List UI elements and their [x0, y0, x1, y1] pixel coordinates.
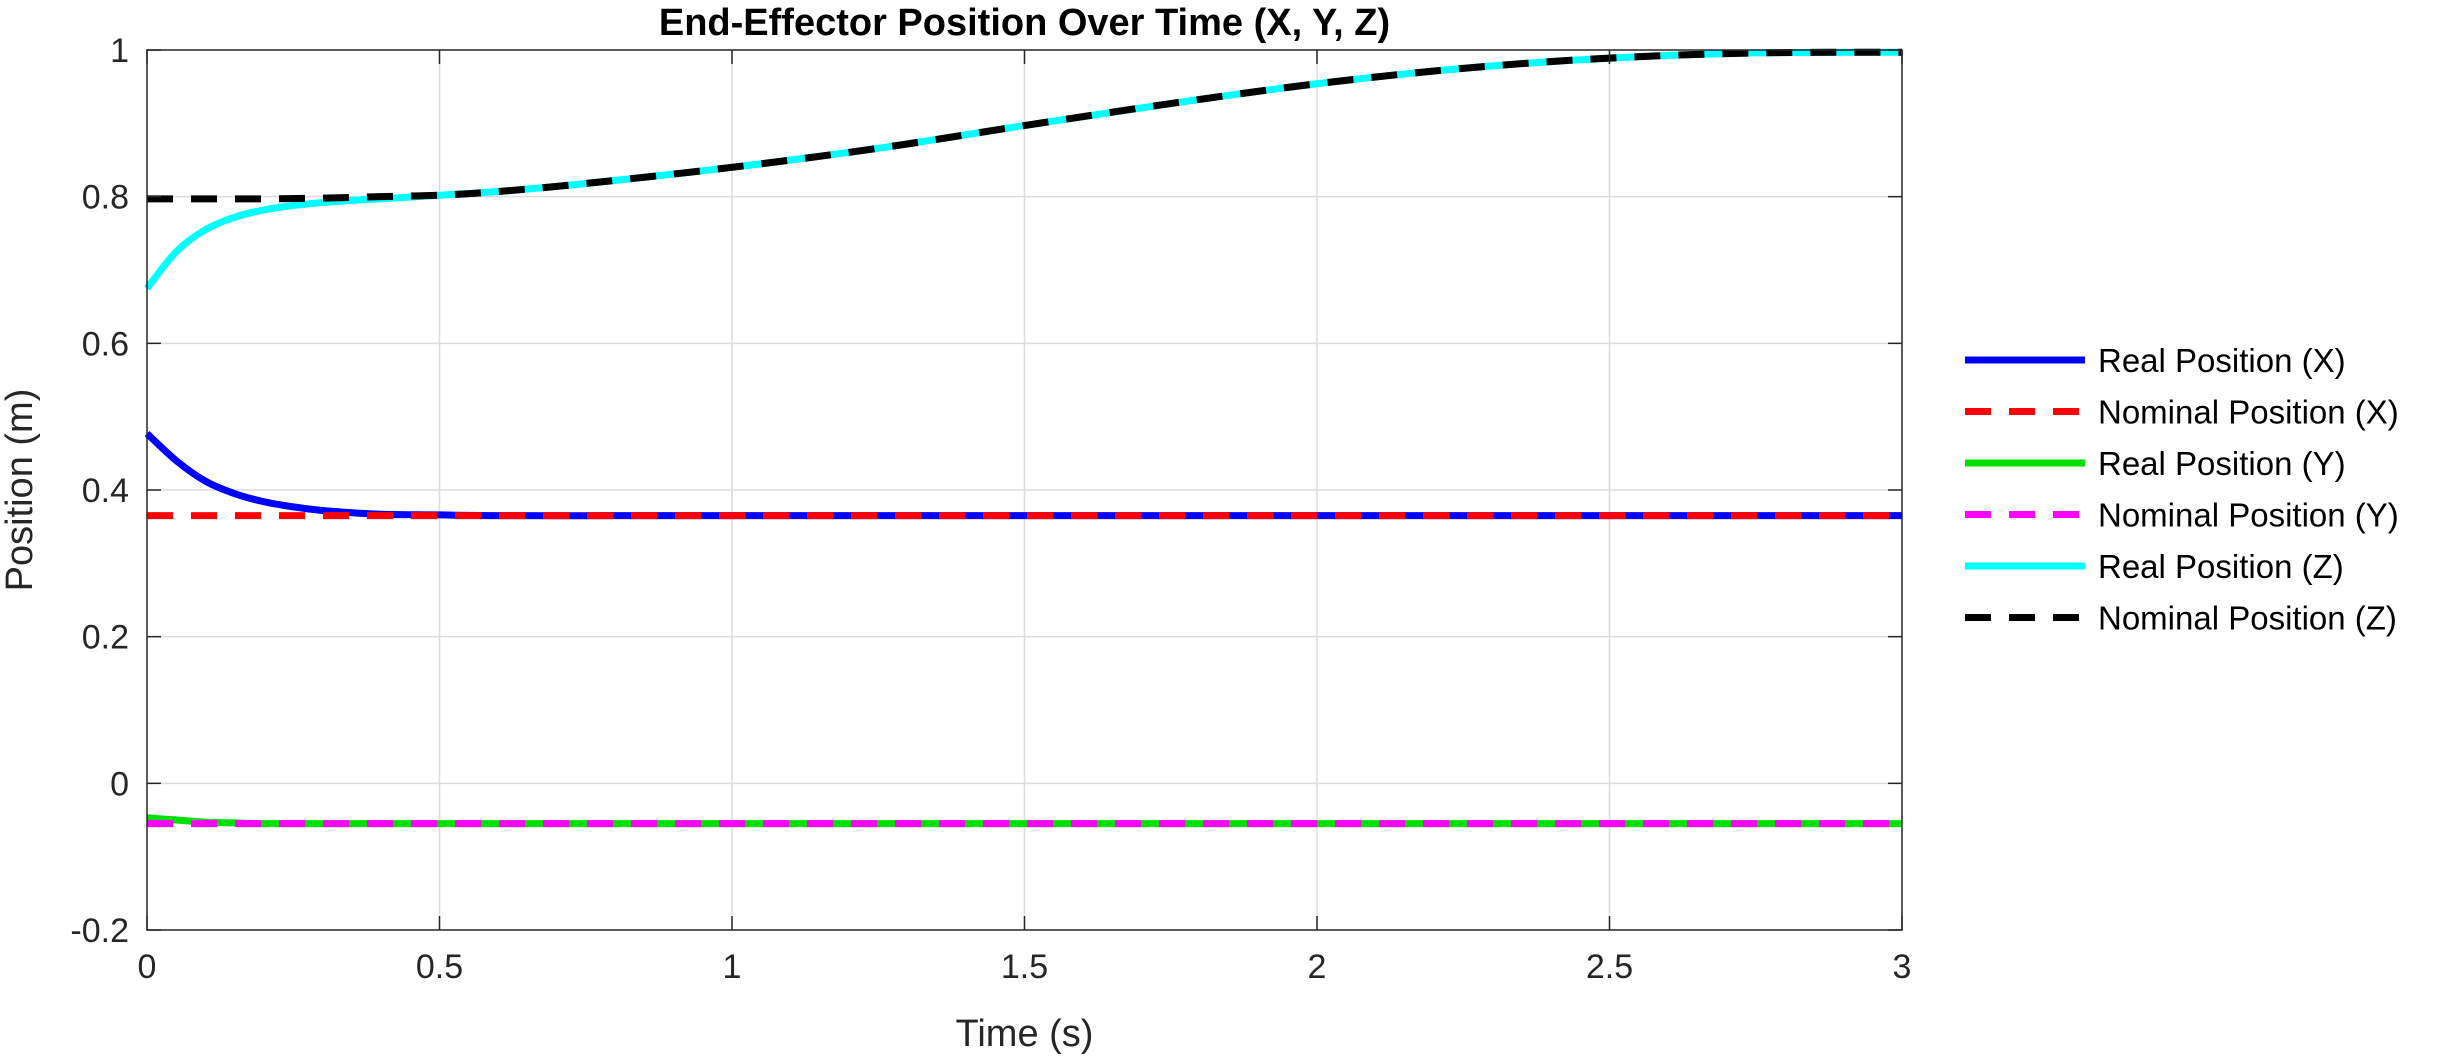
legend-label-nominal-position-x: Nominal Position (X) — [2098, 394, 2399, 431]
x-tick-label: 0 — [138, 948, 157, 986]
y-tick-label: -0.2 — [70, 912, 129, 950]
y-tick-label: 0 — [110, 765, 129, 803]
series-layer — [144, 48, 1903, 828]
series-line-real-position-z — [144, 48, 1903, 291]
series-line-nominal-position-z — [147, 48, 1903, 203]
legend-label-real-position-x: Real Position (X) — [2098, 342, 2346, 379]
y-tick-label: 0.8 — [82, 179, 129, 217]
y-tick-label: 1 — [110, 32, 129, 70]
x-tick-label: 3 — [1893, 948, 1912, 986]
y-tick-label: 0.4 — [82, 472, 129, 510]
legend: Real Position (X) Nominal Position (X) Rea… — [1965, 342, 2399, 637]
x-axis-label: Time (s) — [956, 1013, 1094, 1055]
legend-label-nominal-position-y: Nominal Position (Y) — [2098, 497, 2399, 534]
x-tick-label: 1 — [723, 948, 742, 986]
legend-label-real-position-z: Real Position (Z) — [2098, 548, 2344, 585]
x-tick-label: 1.5 — [1001, 948, 1048, 986]
legend-label-nominal-position-z: Nominal Position (Z) — [2098, 600, 2397, 637]
x-tick-label: 2.5 — [1586, 948, 1633, 986]
ticks: 0 0.5 1 1.5 2 2.5 3-0.200.20.40.60.81 — [70, 32, 1911, 986]
y-tick-label: 0.6 — [82, 325, 129, 363]
x-tick-label: 0.5 — [416, 948, 463, 986]
grid — [147, 50, 1902, 930]
y-tick-label: 0.2 — [82, 619, 129, 657]
chart-title: End-Effector Position Over Time (X, Y, Z… — [659, 2, 1390, 44]
legend-label-real-position-y: Real Position (Y) — [2098, 445, 2346, 482]
y-axis-label: Position (m) — [0, 389, 41, 592]
x-tick-label: 2 — [1308, 948, 1327, 986]
